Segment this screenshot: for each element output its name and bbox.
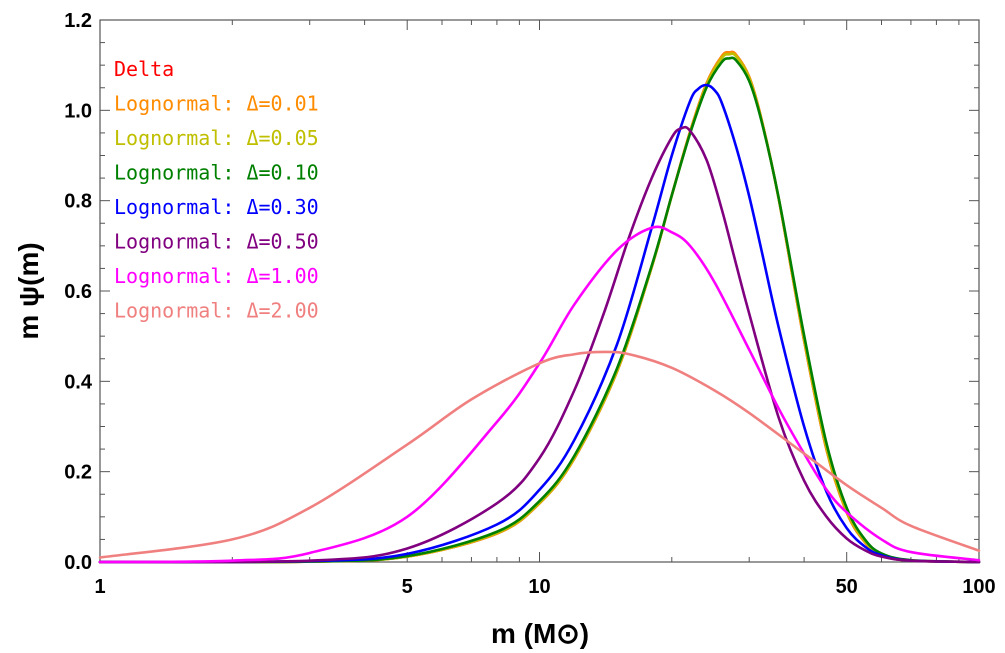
x-axis-ticks: 1 5 10 50 100 (94, 20, 996, 598)
legend-delta: Δ=0.05 (246, 126, 318, 150)
y-tick-label: 0.4 (64, 371, 93, 393)
y-axis-title: m ψ(m) (13, 242, 44, 339)
legend-delta: Δ=0.50 (246, 230, 318, 254)
y-tick-label: 0.2 (64, 462, 92, 484)
legend-delta: Δ=0.30 (246, 195, 318, 219)
legend-entry-1: Lognormal: Δ=0.01 (114, 92, 319, 116)
x-tick-label: 1 (94, 576, 105, 598)
y-tick-label: 1.0 (64, 100, 92, 122)
legend-delta: Δ=1.00 (246, 264, 318, 288)
legend-entry-7: Lognormal: Δ=2.00 (114, 299, 319, 323)
x-tick-label: 10 (528, 576, 550, 598)
x-tick-label: 5 (402, 576, 413, 598)
legend-entry-4: Lognormal: Δ=0.30 (114, 195, 319, 219)
x-tick-label: 100 (962, 576, 995, 598)
legend-label: Lognormal: (114, 195, 246, 219)
legend-entry-0: Delta (114, 57, 174, 81)
legend-label: Lognormal: (114, 230, 246, 254)
series-line-4 (98, 83, 981, 564)
y-tick-label: 0.0 (64, 552, 92, 574)
series-lines (98, 50, 981, 564)
legend-entry-5: Lognormal: Δ=0.50 (114, 230, 319, 254)
legend-delta: Δ=0.10 (246, 161, 318, 185)
y-axis-ticks: 0.0 0.2 0.4 0.6 0.8 1.0 1.2 (64, 10, 979, 574)
legend-entry-2: Lognormal: Δ=0.05 (114, 126, 319, 150)
series-line-6 (98, 225, 981, 564)
legend-label: Lognormal: (114, 161, 246, 185)
legend-label: Lognormal: (114, 299, 246, 323)
series-line-3 (98, 56, 981, 564)
y-tick-label: 1.2 (64, 10, 92, 32)
legend-entry-6: Lognormal: Δ=1.00 (114, 264, 319, 288)
legend-delta: Δ=0.01 (246, 92, 318, 116)
legend-delta: Δ=2.00 (246, 299, 318, 323)
series-line-5 (98, 125, 981, 564)
x-tick-label: 50 (836, 576, 858, 598)
legend-label: Lognormal: (114, 126, 246, 150)
x-axis-title: m (M⊙) (491, 618, 589, 649)
legend-label: Lognormal: (114, 264, 246, 288)
y-tick-label: 0.8 (64, 191, 92, 213)
legend-entry-3: Lognormal: Δ=0.10 (114, 161, 319, 185)
legend-label: Lognormal: (114, 92, 246, 116)
y-tick-label: 0.6 (64, 281, 92, 303)
series-line-7 (98, 350, 981, 559)
